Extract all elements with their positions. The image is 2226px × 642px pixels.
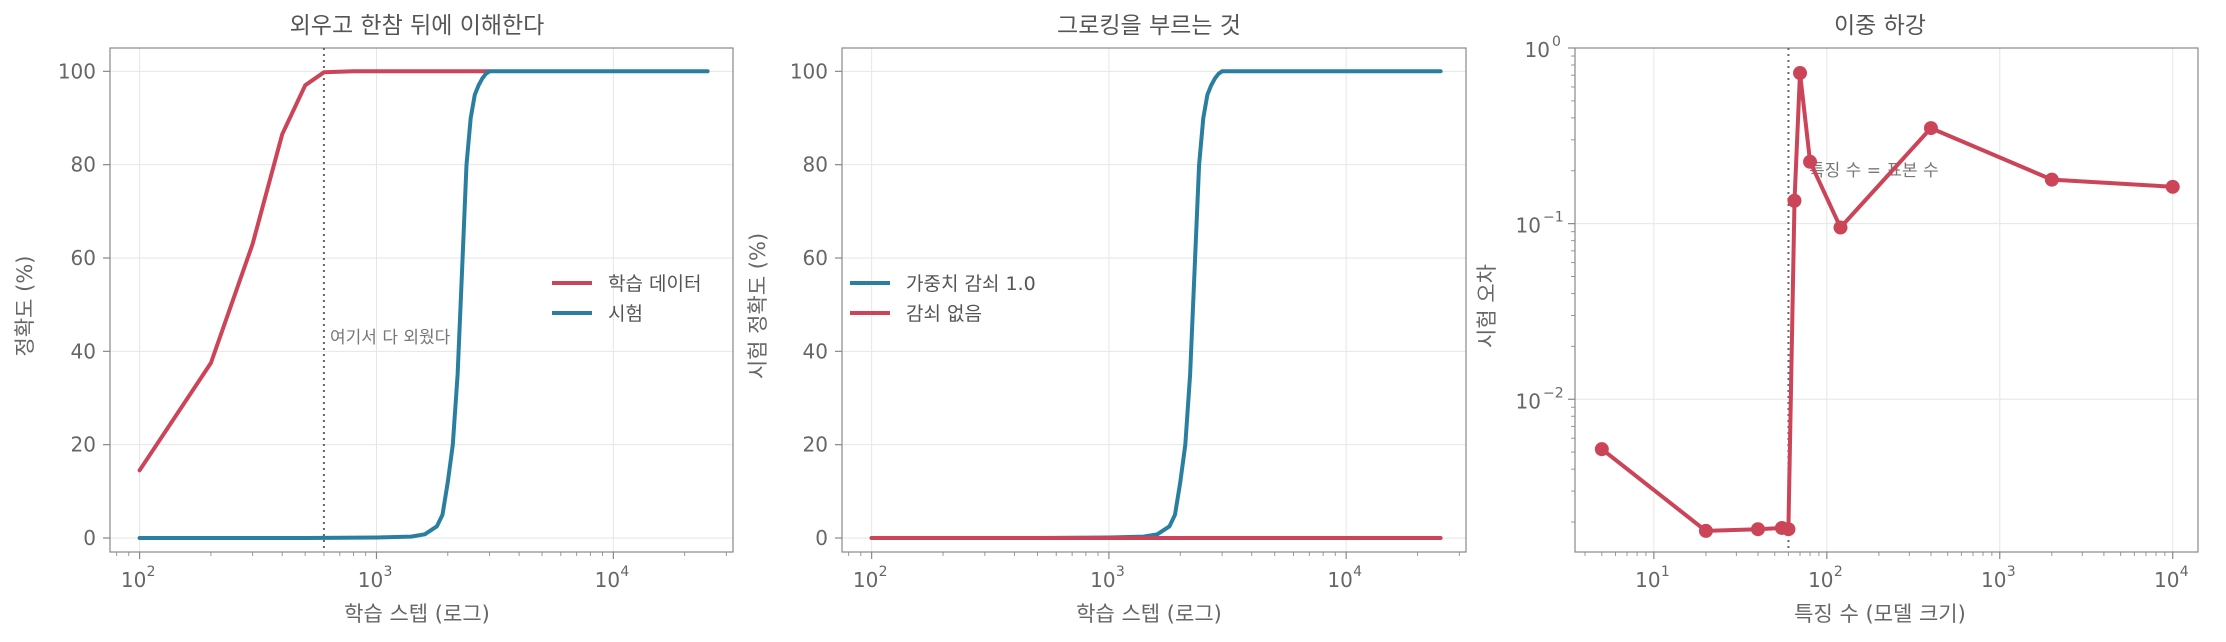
x-tick-exponent: 1 <box>1661 564 1670 580</box>
data-point <box>1787 193 1802 208</box>
x-tick-label: 10 <box>1808 568 1833 592</box>
legend-label-test: 시험 <box>608 303 643 325</box>
y-tick-label: 0 <box>83 526 96 550</box>
series-line-0 <box>137 69 492 473</box>
y-tick-label: 10 <box>1516 389 1541 413</box>
data-point <box>1833 220 1848 235</box>
x-tick-label: 10 <box>2154 568 2179 592</box>
y-tick-exponent: 0 <box>1552 34 1561 50</box>
y-tick-label: 60 <box>71 246 96 270</box>
plot-frame <box>841 47 1467 553</box>
y-tick-label: 60 <box>803 246 828 270</box>
x-axis-label: 학습 스텝 (로그) <box>344 602 490 626</box>
x-tick-exponent: 4 <box>1353 564 1362 580</box>
panel-title: 이중 하강 <box>1834 13 1926 39</box>
series-line-1 <box>137 69 710 540</box>
y-tick-label: 80 <box>803 153 828 177</box>
y-tick-label: 80 <box>71 153 96 177</box>
legend: 가중치 감쇠 1.0 감쇠 없음 <box>850 273 1036 325</box>
plot-frame <box>1574 47 2199 553</box>
annotation-label: 여기서 다 외웠다 <box>330 328 451 348</box>
y-tick-label: 0 <box>815 526 828 550</box>
data-point <box>1803 154 1818 169</box>
legend: 학습 데이터 시험 <box>552 273 701 325</box>
annotation-label: 특징 수 = 표본 수 <box>1809 161 1939 181</box>
y-tick-exponent: −1 <box>1543 210 1564 226</box>
y-axis-label: 정확도 (%) <box>13 256 37 357</box>
y-axis-label: 시험 정확도 (%) <box>746 233 770 379</box>
x-tick-label: 10 <box>595 568 620 592</box>
y-tick-label: 20 <box>803 433 828 457</box>
y-tick-label: 40 <box>71 339 96 363</box>
panel-title: 외우고 한참 뒤에 이해한다 <box>290 13 545 39</box>
x-tick-exponent: 3 <box>2007 564 2016 580</box>
legend-label-no-decay: 감쇠 없음 <box>906 303 982 325</box>
panel-title: 그로킹을 부르는 것 <box>1057 13 1241 39</box>
data-point <box>1781 522 1796 537</box>
grid <box>110 48 733 552</box>
y-tick-exponent: −2 <box>1543 385 1564 401</box>
panel-memorize-then-understand: 외우고 한참 뒤에 이해한다 학습 스텝 (로그) 정확도 (%) 여기서 다 … <box>13 13 734 626</box>
x-tick-label: 10 <box>1635 568 1660 592</box>
x-tick-label: 10 <box>358 568 383 592</box>
x-axis-label: 특징 수 (모델 크기) <box>1794 602 1966 626</box>
x-tick-exponent: 4 <box>620 564 629 580</box>
y-tick-label: 20 <box>71 433 96 457</box>
x-tick-label: 10 <box>1981 568 2006 592</box>
x-tick-label: 10 <box>1090 568 1115 592</box>
y-tick-label: 10 <box>1516 214 1541 238</box>
x-tick-label: 10 <box>853 568 878 592</box>
data-point <box>1923 121 1938 136</box>
data-point <box>2165 179 2180 194</box>
y-tick-label: 10 <box>1525 38 1550 62</box>
x-tick-exponent: 2 <box>879 564 888 580</box>
x-tick-exponent: 4 <box>2180 564 2189 580</box>
x-tick-label: 10 <box>121 568 146 592</box>
data-point <box>1594 442 1609 457</box>
grid <box>842 48 1466 552</box>
series-line-0 <box>1599 71 2175 533</box>
data-point <box>1793 66 1808 81</box>
panel-double-descent: 이중 하강 특징 수 (모델 크기) 시험 오차 특징 수 = 표본 수 10 1… <box>1475 13 2199 626</box>
x-tick-label: 10 <box>1327 568 1352 592</box>
y-tick-label: 40 <box>803 339 828 363</box>
grid <box>1575 47 2198 552</box>
x-axis-label: 학습 스텝 (로그) <box>1076 602 1222 626</box>
legend-label-train: 학습 데이터 <box>608 273 701 295</box>
data-point <box>2044 172 2059 187</box>
x-tick-exponent: 3 <box>383 564 392 580</box>
series-line-0 <box>869 69 1443 540</box>
panel-what-causes-grokking: 그로킹을 부르는 것 학습 스텝 (로그) 시험 정확도 (%) 가중치 감쇠 … <box>746 13 1467 626</box>
y-tick-label: 100 <box>790 59 828 83</box>
y-tick-label: 100 <box>58 59 96 83</box>
legend-label-weight-decay: 가중치 감쇠 1.0 <box>906 273 1036 295</box>
x-tick-exponent: 2 <box>1834 564 1843 580</box>
x-tick-exponent: 3 <box>1116 564 1125 580</box>
data-point <box>1698 523 1713 538</box>
plot-frame <box>109 47 734 553</box>
data-point <box>1750 522 1765 537</box>
x-tick-exponent: 2 <box>147 564 156 580</box>
y-axis-label: 시험 오차 <box>1475 264 1499 348</box>
